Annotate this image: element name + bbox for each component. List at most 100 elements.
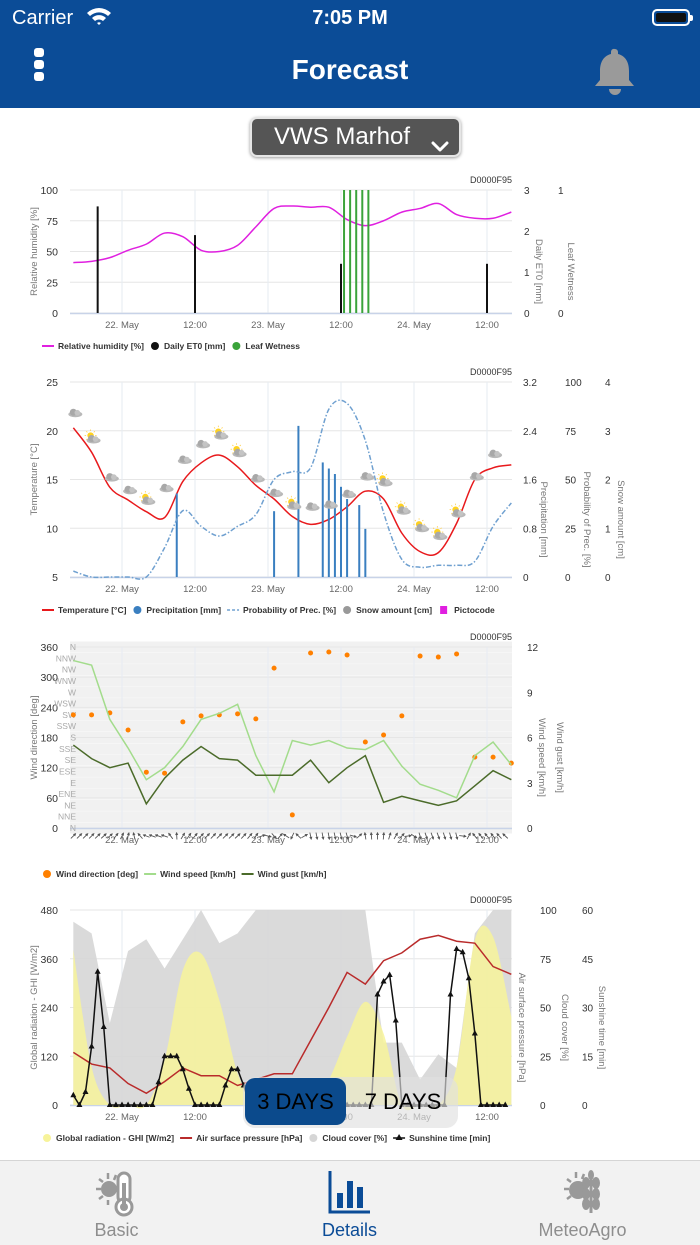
x-tick-label: 12:00 (183, 584, 207, 595)
right-tick-label: 2 (605, 476, 611, 487)
series-line (73, 203, 511, 262)
right-tick-label: 15 (582, 1052, 594, 1063)
station-code: D0000F95 (470, 895, 512, 905)
y-tick-label: 360 (40, 642, 58, 654)
right-tick-label: 30 (582, 1004, 594, 1015)
wind-arrow-icon (459, 834, 467, 838)
legend-item[interactable]: Wind gust [km/h] (242, 869, 327, 879)
tab-basic[interactable]: Basic (0, 1161, 233, 1245)
compass-band (70, 664, 512, 675)
legend-label: Cloud cover [%] (322, 1133, 387, 1143)
sun-wheat-icon (558, 1169, 608, 1215)
legend-label: Wind gust [km/h] (258, 869, 327, 879)
sun-cloud-icon (85, 430, 101, 444)
range-3-days-button[interactable]: 3 DAYS (245, 1078, 346, 1125)
right-axis-title: Wind speed [km/h] (536, 718, 547, 797)
y-tick-label: 120 (40, 1051, 58, 1063)
wind-arrow-icon (160, 833, 168, 838)
bar (346, 499, 348, 577)
y-tick-label: 360 (40, 954, 58, 966)
legend-label: Wind speed [km/h] (160, 869, 236, 879)
compass-label: W (68, 687, 76, 697)
x-tick-label: 23. May (251, 320, 285, 331)
legend-item[interactable]: Pictocode (440, 605, 495, 615)
x-tick-label: 12:00 (475, 584, 499, 595)
data-point (71, 712, 76, 717)
bar-chart-icon (327, 1169, 373, 1215)
right-tick-label: 75 (540, 955, 552, 966)
bar (358, 505, 360, 577)
right-axis-title: Probability of Prec. [%] (581, 471, 592, 567)
right-tick-label: 2 (524, 227, 530, 238)
legend-item[interactable]: Precipitation [mm] (133, 605, 221, 615)
legend-item[interactable]: Cloud cover [%] (309, 1133, 387, 1143)
compass-band (70, 709, 512, 720)
legend-item[interactable]: Wind direction [deg] (43, 869, 138, 879)
legend-item[interactable]: Daily ET0 [mm] (151, 341, 226, 351)
y-axis-title: Wind direction [deg] (29, 696, 40, 780)
sun-cloud-icon (395, 501, 411, 515)
data-point (144, 770, 149, 775)
legend-item[interactable]: Air surface pressure [hPa] (180, 1133, 302, 1143)
cloud-icon (306, 502, 320, 511)
right-axis-title: Wind gust [km/h] (554, 722, 565, 793)
series-line (73, 400, 511, 579)
data-point (180, 719, 185, 724)
legend-label: Sunshine time [min] (409, 1133, 490, 1143)
bar (176, 494, 178, 577)
range-7-days-button[interactable]: 7 DAYS (353, 1078, 453, 1125)
legend-item[interactable]: Wind speed [km/h] (144, 869, 236, 879)
legend-item[interactable]: Relative humidity [%] (42, 341, 144, 351)
y-tick-label: 50 (46, 247, 58, 259)
right-tick-label: 0 (527, 824, 533, 835)
right-axis-title: Leaf Wetness (565, 243, 576, 301)
legend-item[interactable]: Probability of Prec. [%] (227, 605, 336, 615)
legend-label: Daily ET0 [mm] (164, 341, 226, 351)
data-point (199, 713, 204, 718)
right-tick-label: 25 (540, 1052, 552, 1063)
station-code: D0000F95 (470, 632, 512, 642)
legend-item[interactable]: Sunshine time [min] (393, 1133, 490, 1143)
right-tick-label: 0 (558, 309, 564, 320)
right-tick-label: 1 (605, 524, 611, 535)
x-tick-label: 22. May (105, 1112, 139, 1123)
legend-item[interactable]: Leaf Wetness (232, 341, 300, 351)
bar (343, 190, 345, 313)
right-tick-label: 0 (524, 309, 530, 320)
right-tick-label: 4 (605, 378, 611, 389)
legend-item[interactable]: Snow amount [cm] (343, 605, 432, 615)
y-tick-label: 15 (46, 475, 58, 487)
x-tick-label: 12:00 (475, 1112, 499, 1123)
triangle-marker (393, 1017, 399, 1023)
bar (97, 206, 99, 313)
sun-cloud-icon (139, 491, 155, 505)
bar (486, 264, 488, 313)
right-tick-label: 45 (582, 955, 594, 966)
right-tick-label: 60 (582, 906, 594, 917)
compass-label: ESE (59, 766, 76, 776)
legend-item[interactable]: Temperature [°C] (42, 605, 127, 615)
cloud-icon (178, 456, 192, 465)
legend-label: Global radiation - GHI [W/m2] (56, 1133, 174, 1143)
right-tick-label: 0 (565, 573, 571, 584)
y-axis-title: Temperature [°C] (29, 444, 40, 516)
x-tick-label: 12:00 (475, 320, 499, 331)
bar (194, 235, 196, 313)
tab-details-label: Details (233, 1220, 466, 1241)
y-tick-label: 0 (52, 308, 58, 320)
data-point (308, 651, 313, 656)
legend-item[interactable]: Global radiation - GHI [W/m2] (43, 1133, 174, 1143)
right-tick-label: 1.6 (523, 476, 537, 487)
x-tick-label: 12:00 (183, 320, 207, 331)
series-precipitation-mm (176, 426, 367, 577)
x-tick-label: 22. May (105, 320, 139, 331)
bar (340, 264, 342, 313)
tab-details[interactable]: Details (233, 1161, 466, 1245)
triangle-marker (448, 991, 454, 997)
tab-meteoagro[interactable]: MeteoAgro (466, 1161, 699, 1245)
right-tick-label: 3.2 (523, 378, 537, 389)
chart-legend: Temperature [°C] Precipitation [mm] Probab… (42, 605, 495, 615)
right-tick-label: 75 (565, 427, 577, 438)
compass-label: E (70, 778, 76, 788)
